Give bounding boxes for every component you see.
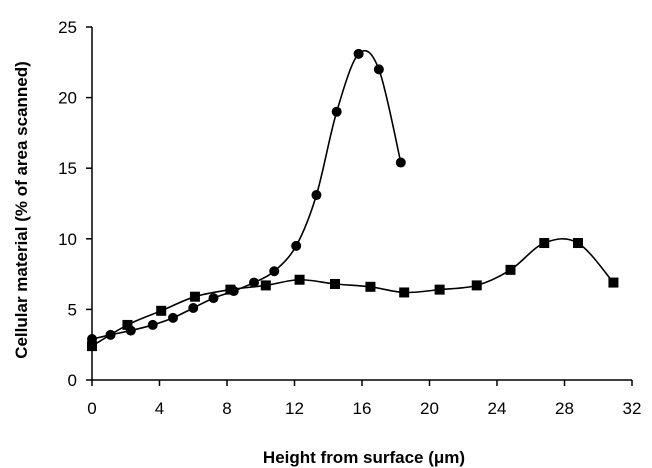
- data-point-square: [399, 287, 410, 298]
- data-point-circle: [291, 240, 302, 251]
- data-point-circle: [395, 157, 406, 168]
- axes: 0 5 10 15 20 25 0 4 8 12 16 20 24 28 32: [58, 18, 641, 418]
- y-axis-label: Cellular material (% of area scanned): [12, 61, 31, 359]
- y-tick-label: 15: [58, 159, 77, 178]
- x-tick-label: 24: [488, 399, 507, 418]
- x-tick-label: 8: [222, 399, 231, 418]
- data-point-square: [471, 280, 482, 291]
- data-point-square: [434, 284, 445, 295]
- x-tick-label: 28: [555, 399, 574, 418]
- data-point-square: [608, 277, 619, 288]
- data-point-circle: [249, 277, 259, 288]
- data-point-square: [330, 278, 340, 289]
- data-point-circle: [311, 190, 322, 201]
- data-point-square: [225, 284, 236, 295]
- data-point-square: [189, 291, 200, 302]
- series-line: [91, 238, 615, 347]
- data-point-square: [365, 281, 376, 292]
- data-point-square: [156, 305, 167, 316]
- x-axis-label: Height from surface (μm): [263, 448, 465, 467]
- data-point-circle: [269, 266, 280, 277]
- x-tick-label: 0: [87, 399, 96, 418]
- series-line: [91, 49, 402, 340]
- data-point-square: [539, 238, 550, 249]
- data-point-circle: [373, 64, 384, 75]
- data-point-square: [505, 264, 516, 275]
- data-point-circle: [147, 319, 158, 330]
- y-tick-label: 20: [58, 89, 77, 108]
- data-point-square: [122, 319, 133, 330]
- x-tick-label: 16: [353, 399, 372, 418]
- y-tick-label: 5: [68, 300, 77, 319]
- series-layer: [87, 48, 619, 352]
- data-point-square: [573, 238, 583, 249]
- y-tick-label: 0: [68, 371, 77, 390]
- data-point-square: [294, 274, 305, 285]
- data-point-circle: [331, 106, 342, 117]
- data-point-circle: [353, 48, 364, 59]
- x-tick-label: 4: [155, 399, 164, 418]
- data-point-circle: [208, 293, 219, 304]
- data-point-circle: [168, 312, 178, 323]
- data-point-circle: [188, 302, 199, 313]
- x-tick-label: 12: [285, 399, 304, 418]
- x-tick-label: 32: [623, 399, 642, 418]
- data-point-square: [260, 280, 271, 291]
- y-tick-label: 10: [58, 230, 77, 249]
- series-circle: [87, 48, 406, 345]
- x-tick-label: 20: [420, 399, 439, 418]
- series-square: [87, 238, 619, 352]
- data-point-square: [87, 341, 97, 352]
- y-tick-label: 25: [58, 18, 77, 37]
